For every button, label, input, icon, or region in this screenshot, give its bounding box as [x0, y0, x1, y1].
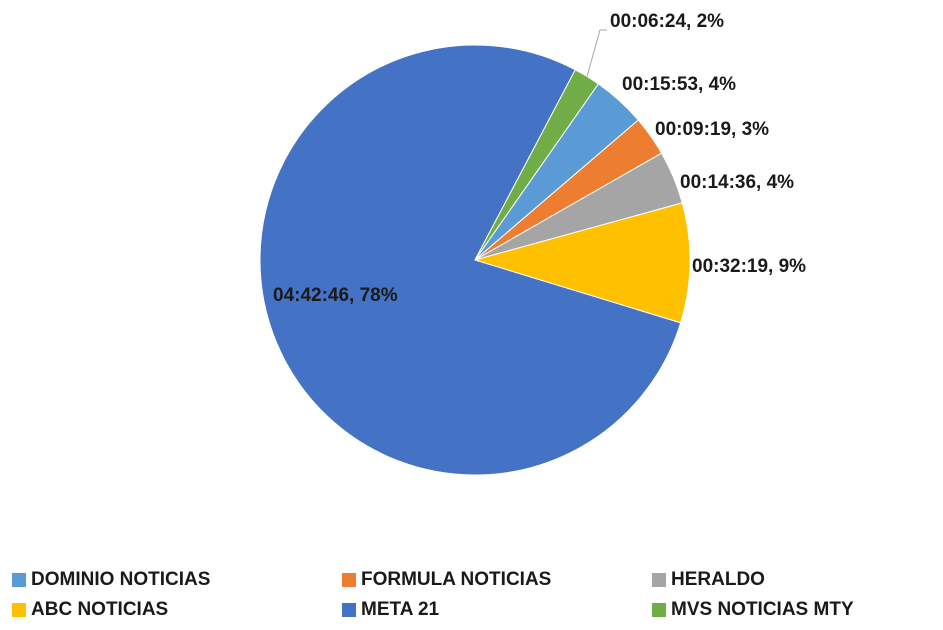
legend-label: META 21 [361, 599, 440, 620]
pie-slice [473, 202, 691, 324]
legend-label: MVS NOTICIAS MTY [671, 599, 854, 620]
legend-swatch [12, 573, 26, 587]
legend-label: HERALDO [671, 569, 765, 590]
legend-label: DOMINIO NOTICIAS [31, 569, 210, 590]
data-label: 00:32:19, 9% [692, 256, 806, 277]
legend-swatch [652, 603, 666, 617]
legend-swatch [652, 573, 666, 587]
leader-line [586, 29, 607, 77]
data-label: 04:42:46, 78% [273, 285, 398, 306]
legend-label: FORMULA NOTICIAS [361, 569, 551, 590]
data-label: 00:06:24, 2% [610, 11, 724, 32]
pie-slice [474, 69, 600, 261]
legend-label: ABC NOTICIAS [31, 599, 168, 620]
data-label: 00:15:53, 4% [622, 74, 736, 95]
pie-slice [259, 44, 682, 476]
legend-swatch [12, 603, 26, 617]
legend-swatch [342, 573, 356, 587]
data-label: 00:14:36, 4% [680, 172, 794, 193]
data-label: 00:09:19, 3% [655, 119, 769, 140]
legend-swatch [342, 603, 356, 617]
